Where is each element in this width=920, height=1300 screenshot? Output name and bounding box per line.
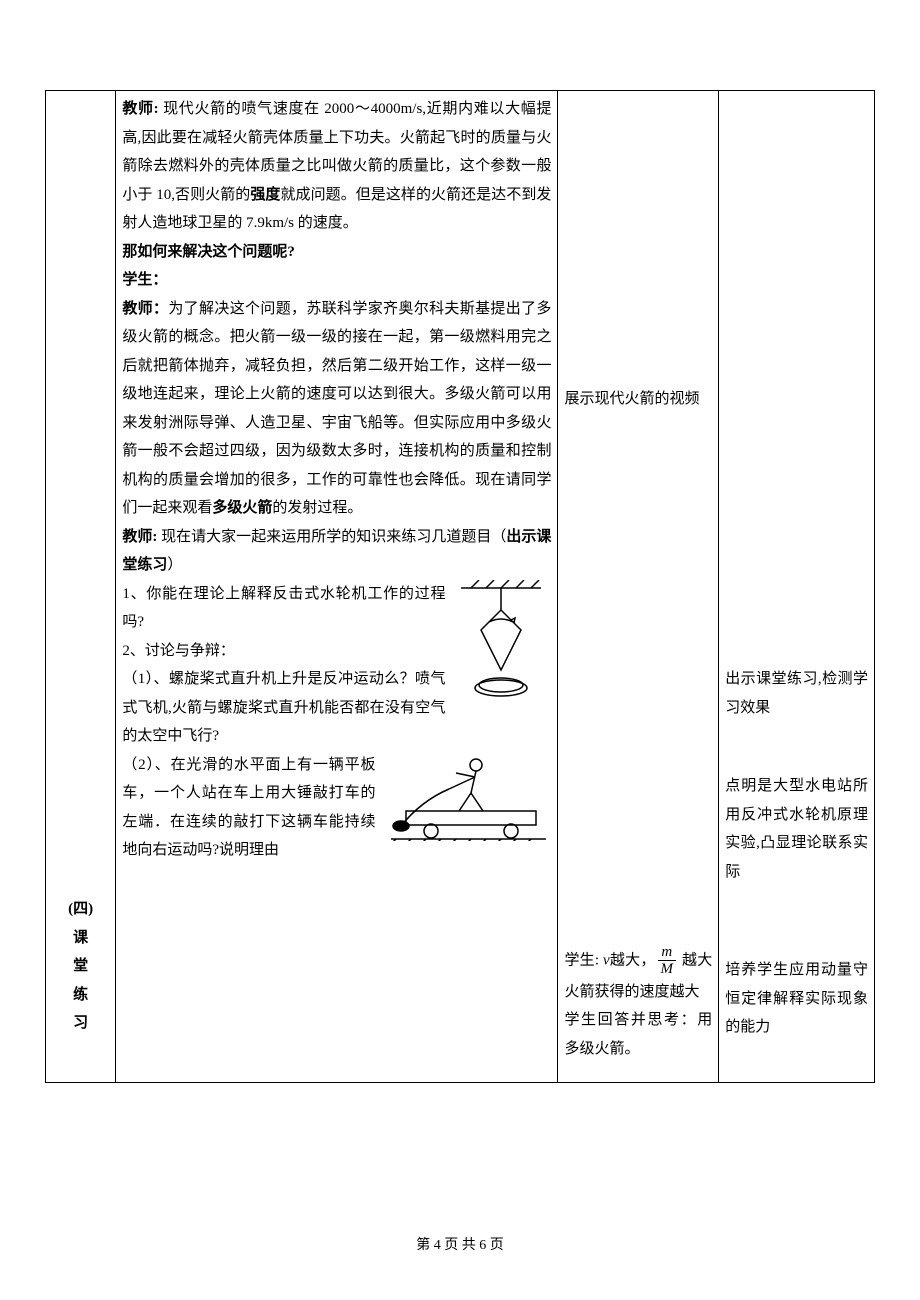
spinning-top-figure: [451, 580, 551, 710]
label-teacher: 教师:: [122, 529, 157, 545]
intent-1: 出示课堂练习,检测学习效果: [725, 665, 868, 722]
bold-word: 多级火箭: [212, 500, 272, 516]
text: 为了解决这个问题，苏联科学家齐奥尔科夫斯基提出了多级火箭的概念。把火箭一级一级的…: [122, 301, 551, 517]
activity-cell: 展示现代火箭的视频 学生: v越大，mM 越大火箭获得的速度越大 学生回答并思考…: [558, 91, 719, 1083]
stage-char: 习: [52, 1009, 109, 1038]
teacher-para-1: 教师: 现代火箭的喷气速度在 2000～4000m/s,近期内难以大幅提高,因此…: [122, 95, 551, 238]
cart-icon: [381, 751, 551, 841]
teacher-para-3: 教师: 现在请大家一起来运用所学的知识来练习几道题目（出示课堂练习）: [122, 523, 551, 580]
stage-cell: (四) 课 堂 练 习: [46, 91, 116, 1083]
activity-1: 展示现代火箭的视频: [564, 385, 712, 414]
text: 越大，: [610, 952, 656, 968]
denominator: M: [658, 961, 677, 978]
table-row: (四) 课 堂 练 习 教师: 现代火箭的喷气速度在 2000～4000m/s,…: [46, 91, 875, 1083]
fraction-m-over-M: mM: [658, 944, 677, 978]
stage-label-num: (四): [52, 895, 109, 924]
page-footer: 第 4 页 共 6 页: [0, 1233, 920, 1260]
student-label: 学生：: [122, 266, 551, 295]
intent-2: 点明是大型水电站所用反冲式水轮机原理实验,凸显理论联系实际: [725, 772, 868, 886]
cart-figure: [381, 751, 551, 841]
question-line: 那如何来解决这个问题呢?: [122, 238, 551, 267]
lesson-table: (四) 课 堂 练 习 教师: 现代火箭的喷气速度在 2000～4000m/s,…: [45, 90, 875, 1083]
intent-3: 培养学生应用动量守恒定律解释实际现象的能力: [725, 956, 868, 1042]
text: 的发射过程。: [272, 500, 362, 516]
stage-char: 堂: [52, 952, 109, 981]
activity-3: 学生回答并思考：用多级火箭。: [564, 1006, 712, 1063]
bold-word: 强度: [250, 187, 280, 203]
teacher-para-2: 教师：为了解决这个问题，苏联科学家齐奥尔科夫斯基提出了多级火箭的概念。把火箭一级…: [122, 295, 551, 523]
text: ）: [167, 557, 182, 573]
intent-cell: 出示课堂练习,检测学习效果 点明是大型水电站所用反冲式水轮机原理实验,凸显理论联…: [719, 91, 875, 1083]
label-teacher: 教师:: [122, 101, 158, 117]
exercise-block: 1、你能在理论上解释反击式水轮机工作的过程吗? 2、讨论与争辩： （1）、螺旋桨…: [122, 580, 551, 865]
label-teacher: 教师：: [122, 301, 168, 317]
text: 现在请大家一起来运用所学的知识来练习几道题目（: [157, 529, 506, 545]
numerator: m: [658, 944, 677, 962]
text: 学生:: [564, 952, 603, 968]
main-cell: 教师: 现代火箭的喷气速度在 2000～4000m/s,近期内难以大幅提高,因此…: [116, 91, 558, 1083]
page-container: (四) 课 堂 练 习 教师: 现代火箭的喷气速度在 2000～4000m/s,…: [0, 0, 920, 1300]
activity-2: 学生: v越大，mM 越大火箭获得的速度越大: [564, 944, 712, 1007]
stage-char: 课: [52, 924, 109, 953]
top-icon: [451, 580, 551, 710]
var-v: v: [603, 952, 610, 968]
stage-char: 练: [52, 981, 109, 1010]
